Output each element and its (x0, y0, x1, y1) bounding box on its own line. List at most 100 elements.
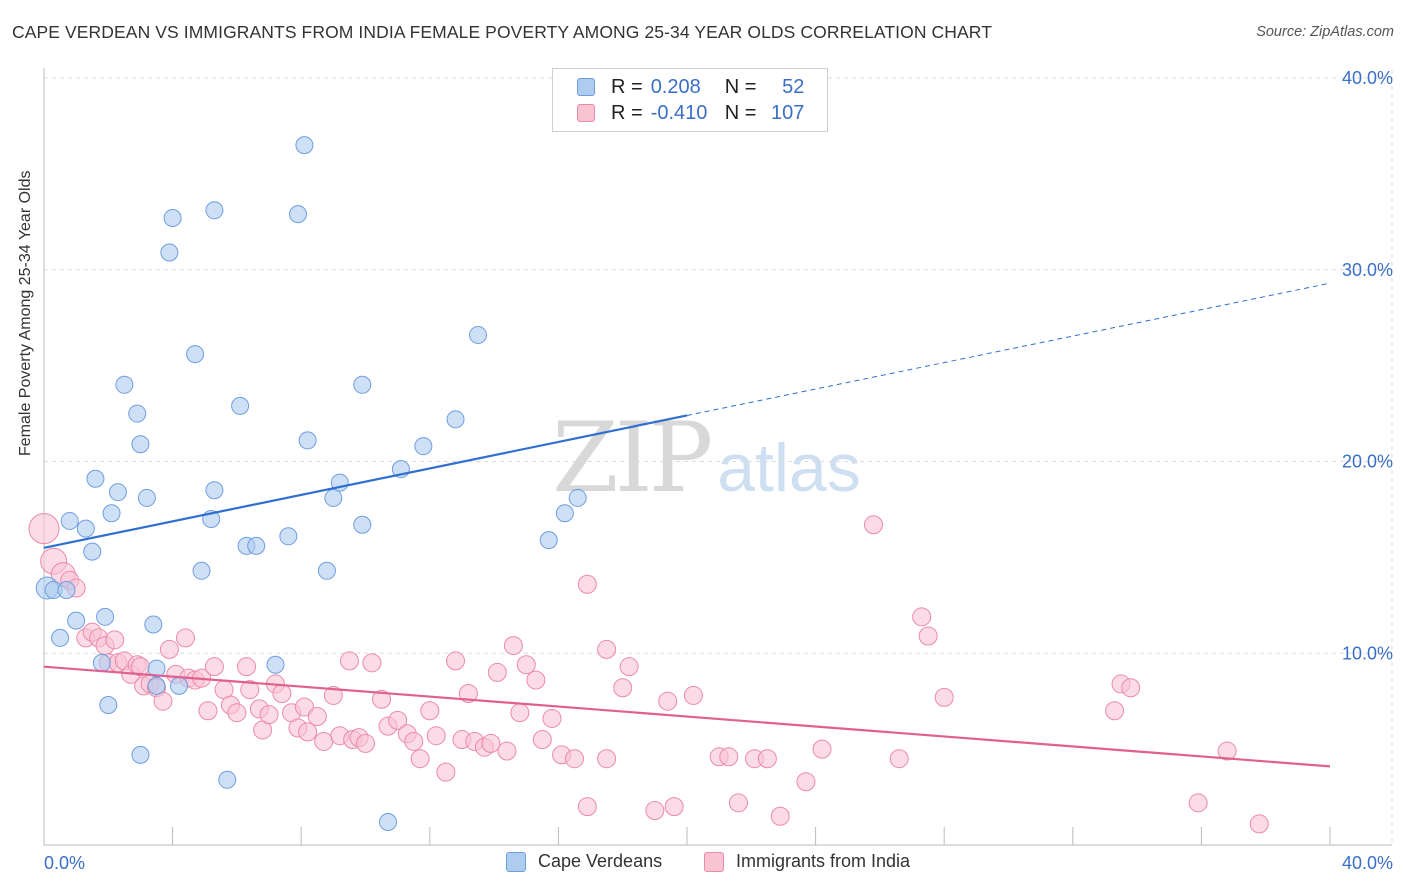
data-point-cape-verdeans (131, 435, 150, 454)
data-point-cape-verdeans (295, 136, 314, 155)
data-point-immigrants-india (153, 691, 173, 711)
data-point-cape-verdeans (568, 488, 587, 507)
data-point-immigrants-india (410, 749, 430, 769)
x-tick-label: 40.0% (1342, 853, 1393, 873)
data-point-cape-verdeans (266, 655, 285, 674)
data-point-immigrants-india (420, 701, 440, 721)
data-point-cape-verdeans (446, 410, 465, 429)
data-point-cape-verdeans (317, 561, 336, 580)
x-tick-label: 0.0% (44, 853, 85, 873)
source-credit: Source: ZipAtlas.com (1256, 24, 1394, 40)
data-point-cape-verdeans (353, 375, 372, 394)
correlation-legend: R = 0.208 N = 52 R = -0.410 N = 107 (552, 68, 828, 132)
data-point-immigrants-india (619, 657, 639, 677)
legend-r-label: R = (611, 101, 643, 124)
data-point-immigrants-india (658, 691, 678, 711)
data-point-immigrants-india (645, 800, 665, 820)
data-point-immigrants-india (503, 636, 523, 656)
trendline-cape-verdeans (43, 414, 688, 549)
data-point-cape-verdeans (137, 488, 156, 507)
data-point-immigrants-india (294, 697, 314, 717)
data-point-immigrants-india (516, 655, 536, 675)
data-point-cape-verdeans (353, 515, 372, 534)
data-point-immigrants-india (105, 630, 125, 650)
data-point-immigrants-india (458, 684, 478, 704)
data-point-cape-verdeans (102, 504, 121, 523)
data-point-cape-verdeans (170, 676, 189, 695)
data-point-immigrants-india (1121, 678, 1141, 698)
data-point-cape-verdeans (115, 375, 134, 394)
data-point-immigrants-india (426, 726, 446, 746)
data-point-immigrants-india (487, 662, 507, 682)
data-point-immigrants-india (298, 722, 318, 742)
data-point-cape-verdeans (131, 745, 150, 764)
data-point-cape-verdeans (414, 437, 433, 456)
data-point-cape-verdeans (83, 542, 102, 561)
legend-row-cape-verdeans: R = 0.208 N = 52 (577, 75, 804, 99)
data-point-immigrants-india (481, 733, 501, 753)
data-point-immigrants-india (497, 741, 517, 761)
legend-r-value: 0.208 (650, 75, 701, 98)
data-point-cape-verdeans (539, 531, 558, 550)
data-point-cape-verdeans (92, 653, 111, 672)
data-point-immigrants-india (719, 747, 739, 767)
data-point-immigrants-india (372, 689, 392, 709)
data-point-cape-verdeans (288, 205, 307, 224)
data-point-immigrants-india (564, 749, 584, 769)
data-point-immigrants-india (912, 607, 932, 627)
data-point-cape-verdeans (99, 696, 118, 715)
data-point-cape-verdeans (298, 431, 317, 450)
data-point-immigrants-india (577, 797, 597, 817)
data-point-cape-verdeans (279, 527, 298, 546)
data-point-cape-verdeans (379, 812, 398, 831)
data-point-immigrants-india (664, 797, 684, 817)
legend-swatch-blue (506, 851, 526, 872)
data-point-immigrants-india (388, 710, 408, 730)
data-point-immigrants-india (1249, 814, 1269, 834)
legend-item-immigrants-india[interactable]: Immigrants from India (704, 851, 910, 872)
data-point-immigrants-india (597, 639, 617, 659)
data-point-cape-verdeans (108, 483, 127, 502)
data-point-immigrants-india (1105, 701, 1125, 721)
legend-swatch-pink (704, 851, 724, 872)
data-point-cape-verdeans (192, 561, 211, 580)
data-point-cape-verdeans (86, 469, 105, 488)
data-point-immigrants-india (728, 793, 748, 813)
data-point-cape-verdeans (60, 511, 79, 530)
data-point-cape-verdeans (205, 201, 224, 220)
data-point-immigrants-india (532, 730, 552, 750)
data-point-immigrants-india (812, 739, 832, 759)
y-tick-label: 40.0% (1342, 68, 1393, 88)
data-point-immigrants-india (404, 731, 424, 751)
data-point-cape-verdeans (57, 580, 76, 599)
y-tick-label: 10.0% (1342, 643, 1393, 663)
data-point-cape-verdeans (51, 628, 70, 647)
data-point-cape-verdeans (147, 676, 166, 695)
data-point-immigrants-india (542, 708, 562, 728)
data-point-immigrants-india (307, 707, 327, 727)
y-axis-label: Female Poverty Among 25-34 Year Olds (17, 170, 34, 457)
data-point-immigrants-india (175, 628, 195, 648)
legend-item-cape-verdeans[interactable]: Cape Verdeans (506, 851, 662, 872)
data-point-immigrants-india (918, 626, 938, 646)
data-point-immigrants-india (259, 705, 279, 725)
legend-label: Immigrants from India (736, 851, 911, 871)
data-point-immigrants-india (597, 749, 617, 769)
data-point-cape-verdeans (76, 519, 95, 538)
trendline-immigrants-india (43, 665, 1331, 768)
series-legend: Cape Verdeans Immigrants from India (0, 851, 1406, 879)
chart-title: CAPE VERDEAN VS IMMIGRANTS FROM INDIA FE… (12, 22, 993, 42)
data-point-immigrants-india (204, 657, 224, 677)
data-point-cape-verdeans (218, 770, 237, 789)
data-point-immigrants-india (159, 639, 179, 659)
data-point-cape-verdeans (324, 488, 343, 507)
data-point-immigrants-india (683, 685, 703, 705)
y-tick-label: 20.0% (1342, 452, 1393, 472)
data-point-cape-verdeans (186, 345, 205, 364)
data-point-immigrants-india (356, 733, 375, 753)
legend-row-immigrants-india: R = -0.410 N = 107 (577, 101, 804, 125)
data-point-cape-verdeans (128, 404, 147, 423)
legend-n-value: 52 (782, 75, 805, 98)
legend-n-value: 107 (771, 101, 805, 124)
legend-r-label: R = (611, 75, 643, 98)
